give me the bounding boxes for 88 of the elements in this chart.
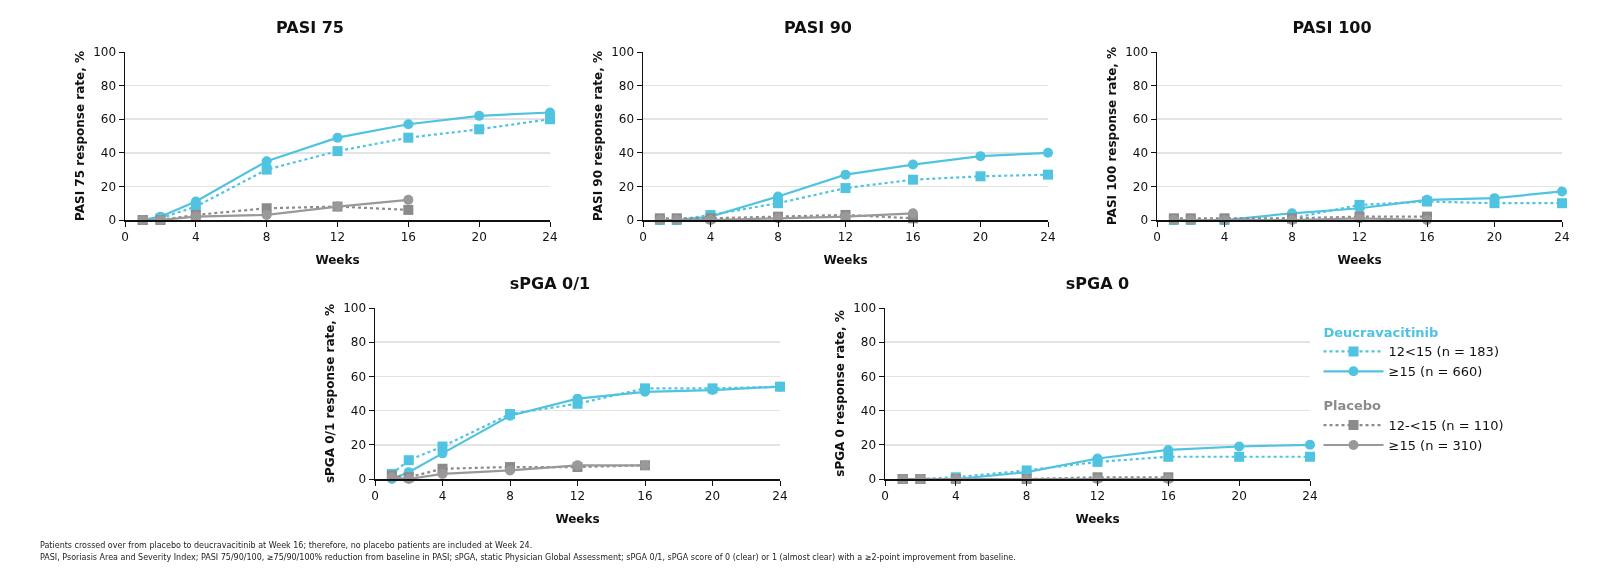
y-tick-label: 100	[853, 301, 877, 316]
chart-title: PASI 100	[1292, 17, 1372, 37]
y-tick-label: 40	[860, 403, 877, 418]
y-tick-label: 80	[350, 335, 367, 350]
x-tick-label: 0	[1153, 229, 1161, 244]
y-tick-label: 60	[860, 369, 877, 384]
x-tick-label: 12	[569, 488, 586, 503]
x-tick-label: 0	[371, 488, 379, 503]
x-tick-label: 24	[1040, 229, 1056, 244]
y-tick-label: 20	[618, 179, 635, 194]
legend-label: 12<15 (n = 183)	[1388, 344, 1499, 360]
y-tick-label: 60	[100, 112, 117, 127]
x-tick-label: 24	[542, 229, 558, 244]
y-tick-label: 60	[1132, 112, 1149, 127]
y-tick-label: 40	[350, 403, 367, 418]
y-axis-title: PASI 100 response rate, %	[1104, 46, 1119, 226]
x-tick-label: 16	[905, 229, 921, 244]
x-tick-label: 4	[192, 229, 200, 244]
x-tick-label: 8	[1288, 229, 1296, 244]
x-tick-label: 8	[262, 229, 271, 244]
y-tick-label: 100	[343, 301, 367, 316]
text: Placebo	[1323, 398, 1382, 414]
y-axis-title: sPGA 0/1 response rate, %	[322, 303, 337, 484]
text: Deucravacitinib	[1323, 324, 1439, 340]
x-axis-title: Weeks	[823, 252, 868, 267]
x-tick-label: 0	[121, 229, 129, 244]
x-tick-label: 24	[1302, 488, 1318, 503]
x-axis-title: Weeks	[315, 252, 360, 267]
x-axis-title: Weeks	[1075, 511, 1120, 526]
x-tick-label: 4	[1220, 229, 1229, 244]
x-tick-label: 8	[506, 488, 514, 503]
x-tick-label: 12	[837, 229, 854, 244]
y-tick-label: 0	[108, 213, 117, 228]
y-tick-label: 0	[1140, 213, 1149, 228]
y-tick-label: 100	[611, 45, 635, 60]
y-tick-label: 20	[860, 438, 877, 452]
x-tick-label: 8	[1022, 488, 1031, 503]
x-tick-label: 20	[1231, 488, 1247, 503]
text: Patients crossed over from placebo to deucravacitinib at Week 16; therefore, no placebo patients are included at Week 24.	[40, 540, 534, 552]
text: PASI, Psoriasis Area and Severity Index; PASI 75/90/100, ≥75/90/100% reduction from baseline in PASI; sPGA, static Physician Global Assessment; sPGA 0/1, sPGA score of 0 (clear) or 1 (almost clear) with a ≥2-point improvement from baseline.	[40, 552, 1017, 564]
legend-label: 12-<15 (n = 110)	[1388, 418, 1504, 434]
x-tick-label: 4	[706, 229, 715, 244]
y-tick-label: 40	[1132, 146, 1149, 160]
y-tick-label: 20	[350, 438, 367, 452]
x-tick-label: 20	[1486, 229, 1503, 244]
y-tick-label: 40	[618, 146, 635, 160]
y-tick-label: 0	[626, 213, 635, 228]
y-tick-label: 40	[100, 146, 117, 160]
y-tick-label: 0	[358, 472, 367, 487]
legend-label: ≥15 (n = 660)	[1388, 364, 1483, 380]
chart-title: PASI 90	[784, 17, 852, 37]
x-tick-label: 20	[471, 229, 487, 244]
y-tick-label: 20	[1132, 179, 1149, 194]
y-axis-title: sPGA 0 response rate, %	[832, 310, 847, 477]
y-tick-label: 100	[1125, 45, 1149, 60]
y-tick-label: 80	[618, 78, 635, 93]
x-tick-label: 16	[637, 488, 653, 503]
y-tick-label: 100	[93, 45, 117, 60]
y-tick-label: 0	[868, 472, 877, 487]
x-axis-title: Weeks	[1337, 252, 1382, 267]
y-tick-label: 80	[100, 78, 117, 93]
y-tick-label: 80	[1132, 78, 1149, 93]
x-tick-label: 0	[881, 488, 889, 503]
x-tick-label: 4	[952, 488, 960, 503]
x-tick-label: 20	[704, 488, 721, 503]
y-tick-label: 60	[618, 112, 635, 127]
y-axis-title: PASI 75 response rate, %	[72, 51, 87, 221]
y-tick-label: 60	[350, 369, 367, 384]
x-tick-label: 16	[1160, 488, 1176, 503]
x-tick-label: 4	[438, 488, 447, 503]
x-tick-label: 12	[1089, 488, 1106, 503]
y-tick-label: 80	[860, 335, 877, 350]
x-tick-label: 12	[329, 229, 346, 244]
x-tick-label: 24	[1554, 229, 1570, 244]
x-tick-label: 16	[1419, 229, 1435, 244]
y-tick-label: 20	[100, 179, 117, 194]
x-tick-label: 16	[400, 229, 416, 244]
x-tick-label: 24	[772, 488, 788, 503]
x-tick-label: 0	[639, 229, 647, 244]
x-tick-label: 20	[972, 229, 989, 244]
y-axis-title: PASI 90 response rate, %	[590, 51, 605, 221]
chart-title: sPGA 0/1	[509, 274, 591, 294]
chart-title: PASI 75	[276, 17, 344, 37]
legend-label: ≥15 (n = 310)	[1388, 438, 1483, 454]
x-tick-label: 12	[1351, 229, 1368, 244]
x-tick-label: 8	[774, 229, 782, 244]
chart-title: sPGA 0	[1065, 274, 1130, 294]
x-axis-title: Weeks	[555, 511, 600, 526]
